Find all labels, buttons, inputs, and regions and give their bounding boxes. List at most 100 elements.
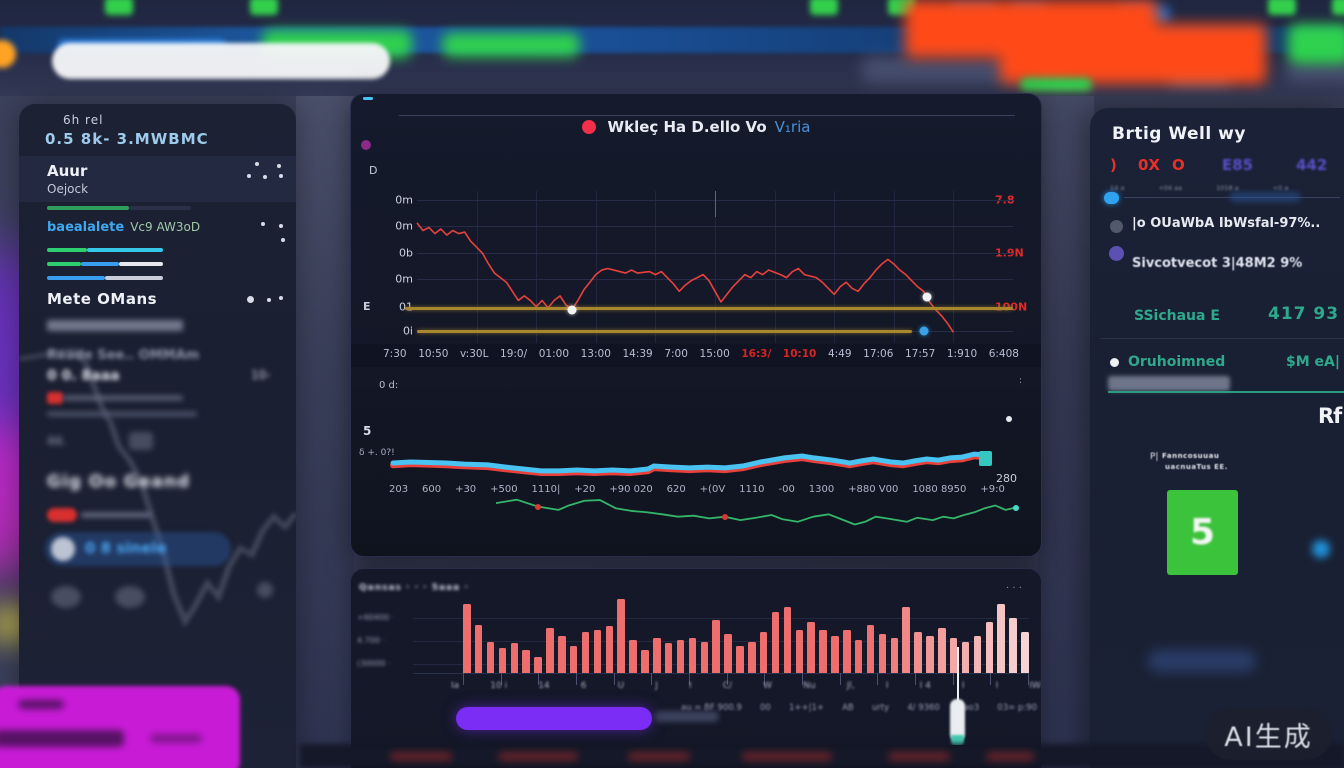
white-marker-dot[interactable] — [567, 305, 577, 315]
volume-bar[interactable] — [795, 630, 804, 673]
volume-bar[interactable] — [510, 643, 519, 673]
green-square-icon — [1268, 0, 1296, 15]
sidebar-section-title-2[interactable]: Gig Oo Geand — [47, 472, 191, 492]
volume-bar[interactable] — [1021, 632, 1029, 673]
footer-label: urty — [871, 703, 890, 713]
sidebar-item-active[interactable] — [19, 156, 296, 202]
more-dots-icon[interactable] — [247, 162, 287, 179]
right-white-dot — [1006, 416, 1012, 422]
token-purple[interactable]: E85 — [1222, 156, 1254, 174]
ghost-icon[interactable] — [51, 586, 81, 608]
token-red[interactable]: 0X — [1138, 156, 1161, 174]
volume-bar[interactable] — [902, 606, 910, 673]
token-red[interactable]: O — [1172, 156, 1185, 174]
x-tick-label: +(0V — [699, 484, 726, 495]
sidebar-section-title[interactable]: Mete OMans — [47, 290, 158, 308]
volume-bar[interactable] — [463, 604, 471, 673]
more-dots-icon[interactable] — [255, 222, 295, 242]
volume-bar[interactable] — [914, 632, 922, 673]
volume-bar[interactable] — [997, 604, 1005, 673]
axis-tick — [990, 673, 992, 685]
volume-bar[interactable] — [938, 627, 946, 673]
stat-row-1[interactable]: |o OUaWbA IbWsfal-97%.. — [1132, 216, 1321, 231]
sidebar-link[interactable]: baealalete Vc9 AW3oD — [47, 220, 200, 235]
slider-handle[interactable] — [1104, 192, 1119, 204]
volume-bar[interactable] — [949, 637, 958, 673]
stat-row-4-label[interactable]: Oruhoimned — [1128, 354, 1226, 370]
volume-bar[interactable] — [724, 634, 732, 673]
axis-tick — [463, 673, 464, 685]
volume-bar[interactable] — [843, 630, 851, 673]
volume-bar[interactable] — [807, 622, 815, 673]
volume-bar[interactable] — [522, 649, 530, 673]
sidebar-row[interactable]: 0 0. 8aaa — [47, 368, 120, 384]
axis-tick — [726, 673, 728, 685]
mini-bar-2b — [81, 262, 119, 266]
volume-bar[interactable] — [581, 632, 590, 673]
volume-bar[interactable] — [866, 624, 875, 673]
volume-header-dots[interactable]: · · · — [1006, 583, 1022, 594]
ghost-icon[interactable] — [129, 432, 153, 450]
token-purple[interactable]: 442 — [1296, 156, 1328, 174]
volume-bar[interactable] — [534, 657, 542, 673]
flow-plot[interactable] — [393, 449, 986, 476]
card-blur-line — [18, 700, 64, 709]
volume-bar[interactable] — [973, 635, 982, 673]
volume-bar[interactable] — [593, 630, 602, 673]
volume-bar[interactable] — [926, 635, 934, 673]
stat-row-2[interactable]: Sivcotvecot 3|48M2 9% — [1132, 256, 1303, 271]
volume-bar[interactable] — [748, 641, 756, 673]
x-tick-label: +90 020 — [609, 484, 653, 495]
volume-bar[interactable] — [688, 637, 697, 673]
volume-bar[interactable] — [1009, 618, 1017, 673]
volume-bar[interactable] — [961, 641, 970, 673]
volume-bar[interactable] — [831, 635, 839, 673]
volume-bar[interactable] — [676, 640, 685, 673]
token-red[interactable]: ) — [1110, 156, 1117, 174]
volume-bar[interactable] — [783, 606, 792, 673]
magenta-card[interactable] — [0, 686, 240, 768]
volume-bar[interactable] — [700, 641, 709, 673]
volume-bar[interactable] — [890, 637, 899, 673]
search-input[interactable] — [52, 43, 390, 79]
volume-bar[interactable] — [629, 640, 637, 673]
purple-action-pill[interactable] — [456, 707, 652, 730]
price-plot[interactable] — [405, 191, 1013, 343]
volume-bar[interactable] — [605, 626, 614, 673]
volume-bar[interactable] — [653, 637, 661, 673]
hairline — [399, 115, 1015, 116]
x-tick-label: 4:49 — [827, 348, 852, 360]
white-marker-dot[interactable] — [922, 292, 932, 302]
volume-bar[interactable] — [486, 641, 495, 673]
green-app-tile[interactable]: 5 — [1167, 490, 1238, 575]
volume-bar[interactable] — [878, 634, 887, 673]
volume-y-label: +60400 · — [357, 613, 395, 622]
volume-bar[interactable] — [474, 624, 483, 673]
more-dots-icon[interactable] — [247, 296, 287, 312]
volume-bar[interactable] — [617, 598, 625, 673]
volume-bar[interactable] — [569, 645, 578, 673]
x-tick-label: 10 i — [490, 681, 508, 691]
v-gridline — [774, 191, 776, 343]
volume-bar[interactable] — [641, 649, 649, 673]
volume-bar[interactable] — [546, 627, 554, 673]
sidebar-pill-button[interactable]: 0 8 sinele — [45, 532, 231, 566]
volume-bar[interactable] — [664, 643, 673, 673]
volume-bar[interactable] — [771, 612, 780, 673]
volume-bar[interactable] — [759, 632, 768, 673]
cursor-pin[interactable] — [950, 699, 965, 741]
volume-bar[interactable] — [819, 630, 827, 673]
volume-bar[interactable] — [712, 619, 720, 673]
volume-bar[interactable] — [854, 640, 863, 673]
chart-legend[interactable]: Wkleç Ha D.ello Vo V₁ria — [351, 118, 1041, 136]
volume-bar[interactable] — [558, 635, 566, 673]
volume-bars[interactable] — [463, 595, 1029, 673]
flow-end-value: 280 — [996, 472, 1017, 485]
volume-bar[interactable] — [985, 622, 994, 673]
blue-marker-dot[interactable] — [919, 326, 929, 336]
token-sublabels: 14 a +04 aa 1018 a +0 a — [1110, 184, 1340, 192]
volume-bar[interactable] — [736, 645, 744, 673]
stat-row-3-label: SSichaua E — [1134, 308, 1220, 324]
ghost-icon[interactable] — [115, 586, 145, 608]
volume-bar[interactable] — [498, 648, 507, 673]
